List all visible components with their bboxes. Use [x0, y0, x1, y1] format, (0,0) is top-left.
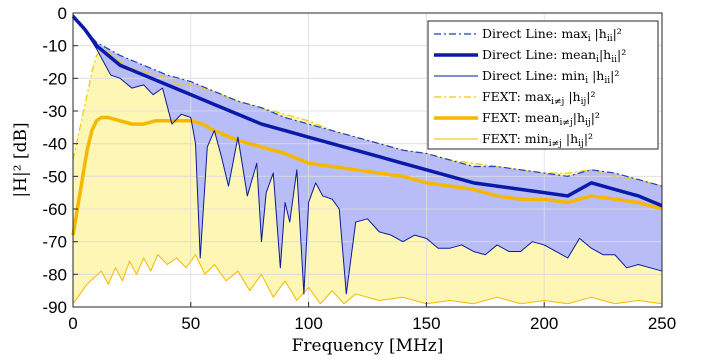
- x-tick-label: 50: [181, 314, 200, 333]
- y-tick-label: -80: [42, 265, 67, 284]
- plot-frame: [72, 12, 663, 308]
- legend-entry-label: Direct Line: mini |hii|²: [482, 68, 619, 86]
- y-tick-label: -20: [42, 69, 67, 88]
- series-line-3: [72, 48, 663, 187]
- legend-entry-label: Direct Line: meani|hii|²: [482, 47, 626, 65]
- legend-box: [427, 20, 659, 150]
- series-line-5: [72, 254, 663, 305]
- legend-entry-label: FEXT: meani≠j|hij|²: [482, 110, 600, 128]
- x-tick-label: 250: [648, 314, 676, 333]
- y-tick-label: 0: [58, 4, 67, 23]
- x-tick-label: 100: [294, 314, 322, 333]
- x-tick-label: 200: [530, 314, 558, 333]
- y-tick-label: -10: [42, 37, 67, 56]
- legend-entry-label: FEXT: maxi≠j |hij|²: [482, 89, 596, 107]
- legend-entry-label: FEXT: mini≠j |hij|²: [482, 131, 593, 149]
- series-line-4: [71, 115, 663, 236]
- x-tick-label: 0: [68, 314, 77, 333]
- y-tick-label: -30: [42, 102, 67, 121]
- series-line-1: [71, 15, 663, 208]
- series-line-2: [72, 15, 663, 295]
- series-line-0: [72, 14, 663, 187]
- y-axis-label: |H|² [dB]: [11, 122, 31, 197]
- legend-entry-label: Direct Line: maxi |hii|²: [482, 26, 622, 44]
- legend: Direct Line: maxi |hii|² Direct Line: mea…: [427, 20, 659, 150]
- y-tick-label: -90: [42, 298, 67, 317]
- y-tick-label: -70: [42, 233, 67, 252]
- y-tick-label: -50: [42, 167, 67, 186]
- y-tick-label: -60: [42, 200, 67, 219]
- y-tick-label: -40: [42, 135, 67, 154]
- series-lines: [71, 14, 663, 305]
- axis-ticks: 0 50 100 150 200 250 0 -10 -20 -30 -40 -50 -60 -70 -80…: [42, 4, 676, 333]
- x-tick-label: 150: [412, 314, 440, 333]
- x-axis-label: Frequency [MHz]: [292, 336, 444, 356]
